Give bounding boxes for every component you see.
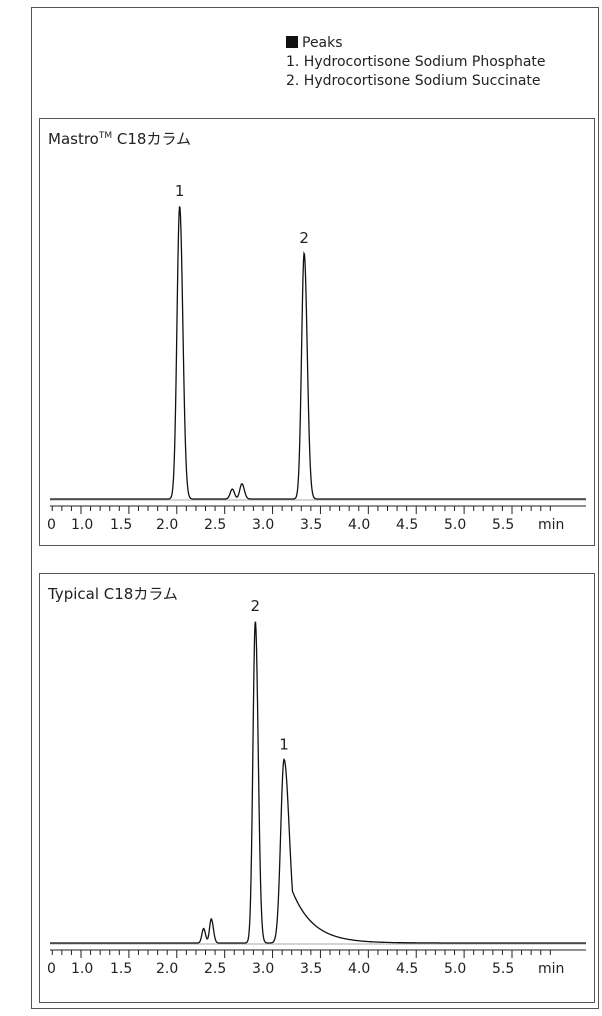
peak-label-1: 1 xyxy=(279,735,289,753)
x-tick-label: 0 xyxy=(47,961,56,977)
x-tick-label: 1.0 xyxy=(71,517,93,533)
figure-frame xyxy=(31,7,599,1009)
peak-label-2: 2 xyxy=(251,597,261,615)
x-tick-label: 2.5 xyxy=(204,517,226,533)
x-tick-label: 4.5 xyxy=(396,961,418,977)
x-tick-label: 1.0 xyxy=(71,961,93,977)
chromatogram-plot: 2 1 0 1.0 1.5 2.0 2.5 3.0 3.5 4.0 4.5 5.0 5.5 min xyxy=(47,597,586,977)
x-tick-label: 2.0 xyxy=(156,961,178,977)
panel-title: MastroTM C18カラム xyxy=(48,130,192,148)
x-tick-label: 1.5 xyxy=(110,961,132,977)
peak-label-2: 2 xyxy=(299,229,309,247)
x-tick-label: 5.5 xyxy=(492,517,514,533)
x-tick-label: 3.5 xyxy=(300,961,322,977)
x-tick-label: 2.0 xyxy=(156,517,178,533)
chromatogram-panel-mastro: MastroTM C18カラム 1 2 0 1.0 1.5 2.0 2.5 3.0 3.5 4.0… xyxy=(39,118,595,546)
legend-square-icon xyxy=(286,36,298,48)
chromatogram-trace xyxy=(50,621,586,944)
x-tick-label: 5.5 xyxy=(492,961,514,977)
x-tick-label: 3.5 xyxy=(300,517,322,533)
x-tick-label: 5.0 xyxy=(444,961,466,977)
legend-heading: Peaks xyxy=(302,35,343,51)
x-tick-label: 2.5 xyxy=(204,961,226,977)
chromatogram-plot: 1 2 0 1.0 1.5 2.0 2.5 3.0 3.5 4.0 4.5 5.0 5.5 min xyxy=(47,182,586,533)
chromatogram-trace xyxy=(50,206,586,500)
x-tick-label: 1.5 xyxy=(110,517,132,533)
peak-label-1: 1 xyxy=(175,182,185,200)
panel-title: Typical C18カラム xyxy=(48,585,178,603)
x-tick-label: 4.0 xyxy=(348,961,370,977)
legend-item-1: 1. Hydrocortisone Sodium Phosphate xyxy=(286,54,546,70)
x-tick-label: 0 xyxy=(47,517,56,533)
x-tick-label: 5.0 xyxy=(444,517,466,533)
x-tick-label: 3.0 xyxy=(252,961,274,977)
x-tick-label: min xyxy=(538,517,564,533)
x-tick-label: 4.5 xyxy=(396,517,418,533)
chromatogram-panel-typical: Typical C18カラム 2 1 0 1.0 1.5 2.0 2.5 3.0 3.5 4.0 4… xyxy=(39,573,595,1003)
x-tick-label: 3.0 xyxy=(252,517,274,533)
x-tick-label: min xyxy=(538,961,564,977)
x-tick-label: 4.0 xyxy=(348,517,370,533)
legend-item-2: 2. Hydrocortisone Sodium Succinate xyxy=(286,73,541,89)
peaks-legend: Peaks 1. Hydrocortisone Sodium Phosphate… xyxy=(286,34,546,91)
